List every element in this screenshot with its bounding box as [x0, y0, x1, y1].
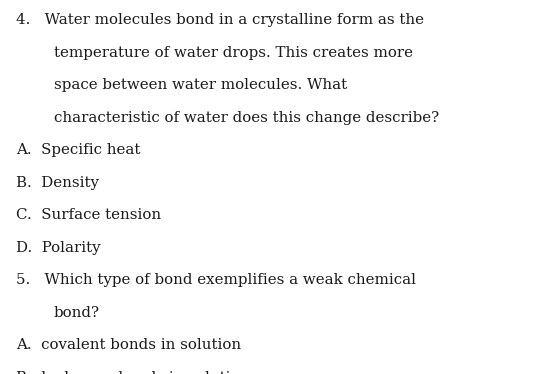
Text: 4.   Water molecules bond in a crystalline form as the: 4. Water molecules bond in a crystalline… [16, 13, 424, 27]
Text: 5.   Which type of bond exemplifies a weak chemical: 5. Which type of bond exemplifies a weak… [16, 273, 416, 287]
Text: bond?: bond? [54, 306, 100, 320]
Text: A.  Specific heat: A. Specific heat [16, 143, 140, 157]
Text: C.  Surface tension: C. Surface tension [16, 208, 161, 222]
Text: temperature of water drops. This creates more: temperature of water drops. This creates… [54, 46, 413, 59]
Text: A.  covalent bonds in solution: A. covalent bonds in solution [16, 338, 241, 352]
Text: characteristic of water does this change describe?: characteristic of water does this change… [54, 111, 439, 125]
Text: D.  Polarity: D. Polarity [16, 241, 101, 255]
Text: B.  Density: B. Density [16, 176, 99, 190]
Text: space between water molecules. What: space between water molecules. What [54, 78, 347, 92]
Text: B.  hydrogen bonds in solution: B. hydrogen bonds in solution [16, 371, 249, 374]
